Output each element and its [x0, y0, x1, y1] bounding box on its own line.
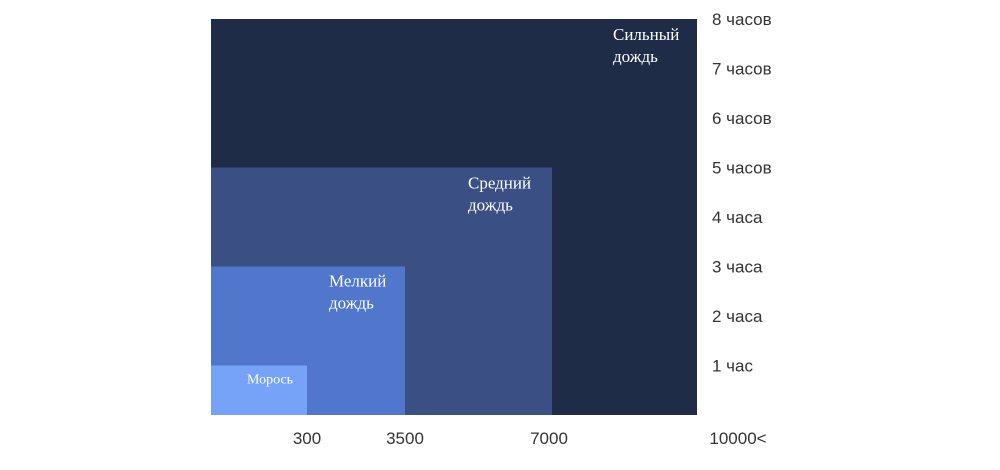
rain-label-3: Морось	[247, 373, 293, 388]
rain-rectangles	[211, 19, 697, 415]
x-axis-ticks: 300 3500 7000 10000<	[293, 429, 767, 448]
rain-label-2: Мелкий дождь	[329, 272, 386, 313]
x-tick-label-2: 7000	[530, 429, 568, 448]
y-tick-label-4: 5 часов	[712, 159, 772, 178]
rain-label-1: Средний дождь	[468, 174, 531, 215]
y-tick-label-3: 4 часа	[712, 208, 763, 227]
y-tick-label-7: 8 часов	[712, 10, 772, 29]
y-tick-label-2: 3 часа	[712, 258, 763, 277]
x-tick-label-0: 300	[293, 429, 321, 448]
y-tick-label-5: 6 часов	[712, 109, 772, 128]
rain-label-0: Сильный дождь	[613, 25, 679, 66]
rain-rect-3	[211, 365, 307, 415]
rain-labels: Сильный дождь Средний дождь Мелкий дождь Морос…	[247, 25, 679, 388]
y-tick-label-0: 1 час	[712, 357, 753, 376]
x-tick-label-3: 10000<	[709, 429, 766, 448]
x-tick-label-1: 3500	[386, 429, 424, 448]
y-tick-label-6: 7 часов	[712, 60, 772, 79]
y-axis-ticks: 1 час 2 часа 3 часа 4 часа 5 часов 6 часов 7 ч…	[712, 10, 772, 376]
y-tick-label-1: 2 часа	[712, 307, 763, 326]
